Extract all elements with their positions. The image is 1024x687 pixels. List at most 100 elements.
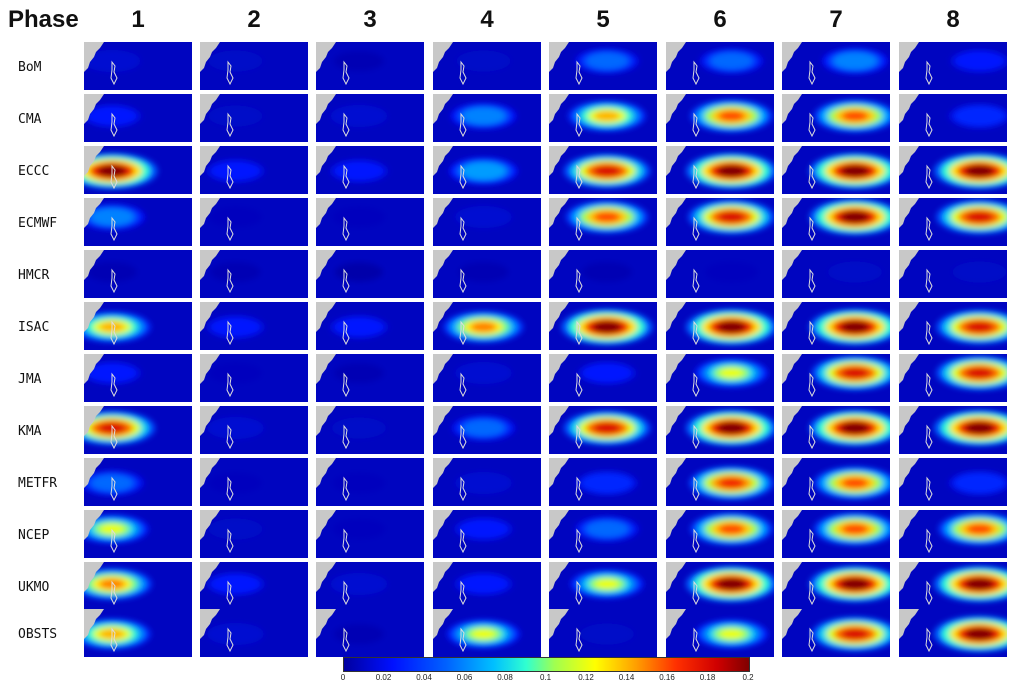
land-mass (666, 354, 686, 384)
land-mass (782, 42, 802, 72)
panel-hmcr-phase-5 (549, 250, 657, 298)
land-mass (549, 458, 569, 488)
density-contour (952, 261, 1007, 283)
density-contour (208, 50, 263, 72)
land-mass (666, 42, 686, 72)
island-outline (342, 320, 350, 346)
model-label-cma: CMA (18, 112, 42, 127)
island-outline (925, 627, 933, 653)
colorbar-tick-label: 0.08 (497, 673, 513, 682)
density-contour (462, 419, 505, 437)
island-outline (342, 372, 350, 398)
land-mass (316, 458, 336, 488)
island-outline (692, 372, 700, 398)
island-outline (342, 268, 350, 294)
panel-ecmwf-phase-2 (200, 198, 308, 246)
panel-metfr-phase-1 (84, 458, 192, 506)
density-contour (718, 110, 745, 122)
density-contour (953, 472, 1006, 494)
island-outline (925, 424, 933, 450)
land-mass (666, 510, 686, 540)
island-outline (808, 268, 816, 294)
density-contour (841, 367, 869, 379)
island-outline (575, 424, 583, 450)
panel-ecmwf-phase-5 (549, 198, 657, 246)
panel-hmcr-phase-2 (200, 250, 308, 298)
land-mass (899, 562, 919, 592)
colorbar-tick-label: 0 (340, 673, 346, 682)
panel-isac-phase-2 (200, 302, 308, 350)
panel-cma-phase-1 (84, 94, 192, 142)
density-contour (210, 574, 261, 594)
colorbar-tick-label: 0.12 (578, 673, 594, 682)
panel-ecmwf-phase-6 (666, 198, 774, 246)
density-contour (592, 321, 622, 333)
phase-header-8: 8 (946, 6, 960, 33)
density-contour (593, 211, 621, 223)
panel-bom-phase-7 (782, 42, 890, 90)
phase-header-label: Phase (8, 6, 79, 33)
density-contour (718, 477, 745, 489)
panel-ncep-phase-7 (782, 510, 890, 558)
panel-kma-phase-5 (549, 406, 657, 454)
island-outline (459, 112, 467, 138)
density-contour (87, 363, 137, 383)
land-mass (200, 354, 220, 384)
island-outline (226, 60, 234, 86)
panel-jma-phase-1 (84, 354, 192, 402)
island-outline (110, 164, 118, 190)
panel-hmcr-phase-4 (433, 250, 541, 298)
density-contour (470, 321, 497, 333)
land-mass (433, 458, 453, 488)
land-mass (316, 354, 336, 384)
island-outline (110, 60, 118, 86)
colorbar-tick-label: 0.16 (659, 673, 675, 682)
panel-cma-phase-4 (433, 94, 541, 142)
panel-ncep-phase-2 (200, 510, 308, 558)
panel-ukmo-phase-5 (549, 562, 657, 610)
panel-ecmwf-phase-8 (899, 198, 1007, 246)
panel-ncep-phase-5 (549, 510, 657, 558)
island-outline (226, 112, 234, 138)
panel-obsts-phase-7 (782, 609, 890, 657)
colorbar-tick-label: 0.1 (539, 673, 552, 682)
island-outline (808, 627, 816, 653)
land-mass (899, 609, 919, 639)
island-outline (925, 372, 933, 398)
island-outline (342, 60, 350, 86)
land-mass (899, 146, 919, 176)
land-mass (200, 198, 220, 228)
density-contour (207, 416, 264, 440)
land-mass (316, 42, 336, 72)
island-outline (692, 424, 700, 450)
density-contour (964, 578, 995, 590)
island-outline (692, 112, 700, 138)
panel-ukmo-phase-4 (433, 562, 541, 610)
density-contour (210, 317, 261, 337)
land-mass (899, 42, 919, 72)
island-outline (110, 320, 118, 346)
density-contour (332, 472, 386, 494)
density-contour (208, 518, 263, 540)
density-contour (953, 105, 1006, 127)
land-mass (200, 609, 220, 639)
land-mass (899, 302, 919, 332)
island-outline (226, 164, 234, 190)
colorbar-tick-label: 0.14 (618, 673, 635, 682)
phase-header-2: 2 (247, 6, 261, 33)
density-contour (841, 628, 869, 640)
island-outline (925, 320, 933, 346)
land-mass (316, 94, 336, 124)
land-mass (899, 354, 919, 384)
density-contour (964, 628, 995, 640)
density-contour (594, 111, 620, 121)
panel-isac-phase-4 (433, 302, 541, 350)
land-mass (316, 198, 336, 228)
panel-eccc-phase-2 (200, 146, 308, 194)
density-contour (840, 165, 870, 177)
island-outline (575, 164, 583, 190)
land-mass (84, 250, 104, 280)
island-outline (459, 164, 467, 190)
density-contour (207, 622, 264, 646)
land-mass (549, 94, 569, 124)
